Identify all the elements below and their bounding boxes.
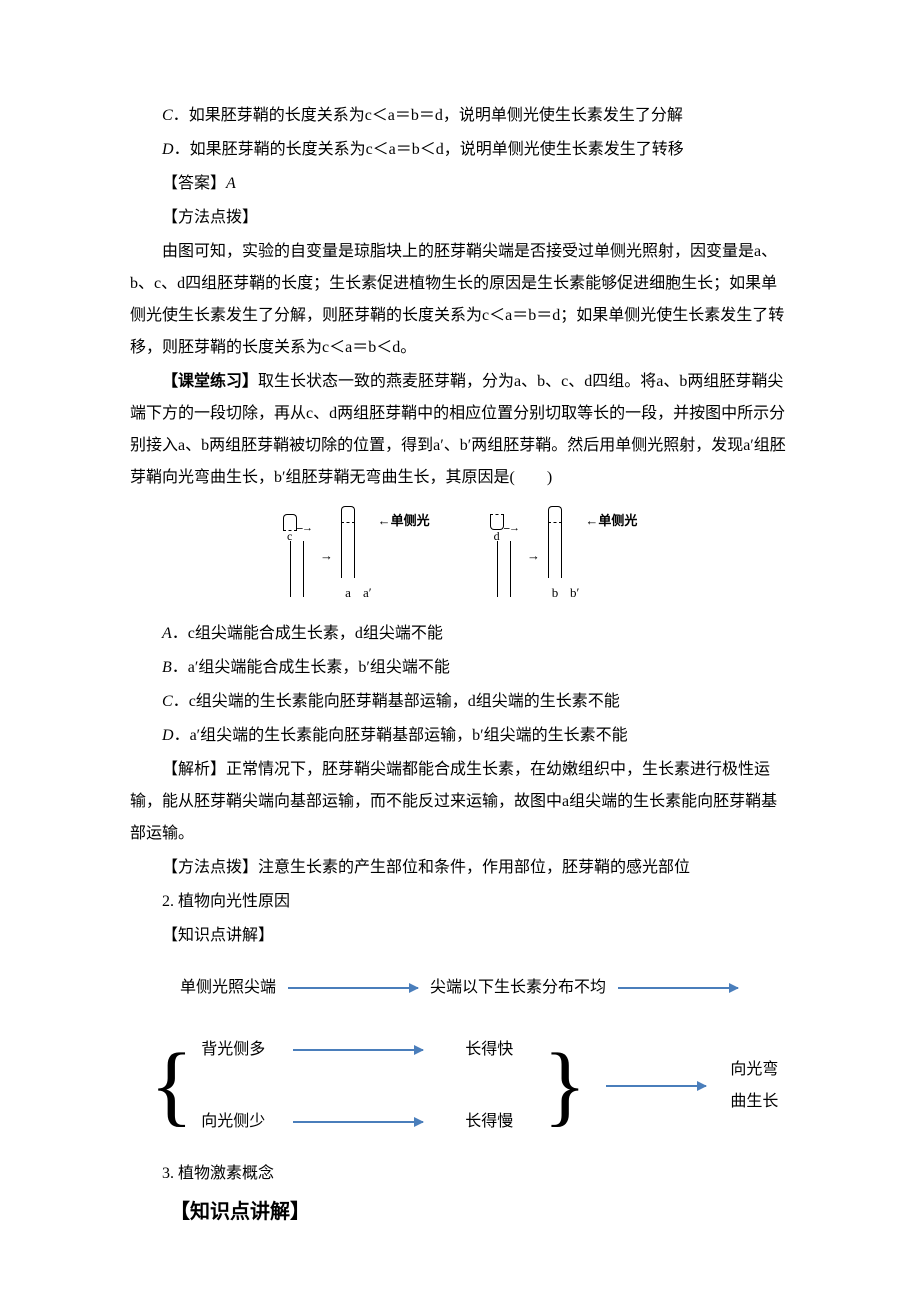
option-c-text: 如果胚芽鞘的长度关系为c＜a＝b＝d，说明单侧光使生长素发生了分解 <box>189 107 683 124</box>
stem-b-icon <box>548 522 562 578</box>
brace-row2-label: 向光侧少 <box>201 1106 281 1138</box>
diagram-left-group: c --→ → a a′ ←单侧光 <box>283 506 430 606</box>
q-option-d2: D．a′组尖端的生长素能向胚芽鞘基部运输，b′组尖端的生长素不能 <box>130 720 790 752</box>
tip-c-icon <box>283 514 297 530</box>
flow-arrow-1 <box>288 987 418 989</box>
stem-a-icon <box>341 522 355 578</box>
q-option-b-text: a′组尖端能合成生长素，b′组尖端不能 <box>188 659 450 676</box>
diagram-source-c: c --→ <box>283 515 312 597</box>
analysis-para: 【解析】正常情况下，胚芽鞘尖端都能合成生长素，在幼嫩组织中，生长素进行极性运输，… <box>130 754 790 850</box>
tip-para: 【方法点拨】注意生长素的产生部位和条件，作用部位，胚芽鞘的感光部位 <box>130 852 790 884</box>
label-bp: b′ <box>570 580 579 606</box>
flow-diagram-1: 单侧光照尖端 尖端以下生长素分布不均 <box>130 972 790 1004</box>
q-option-a: A．c组尖端能合成生长素，d组尖端不能 <box>130 618 790 650</box>
answer-label: 【答案】 <box>162 175 226 192</box>
kp-label-2: 【知识点讲解】 <box>130 1192 790 1232</box>
q-option-c2: C．c组尖端的生长素能向胚芽鞘基部运输，d组尖端的生长素不能 <box>130 686 790 718</box>
option-d-text: 如果胚芽鞘的长度关系为c＜a＝b＜d，说明单侧光使生长素发生了转移 <box>190 141 684 158</box>
brace-row1-result: 长得快 <box>465 1034 535 1066</box>
tip-d-icon <box>490 514 504 530</box>
right-brace-icon: } <box>543 1041 586 1131</box>
analysis-label: 【解析】 <box>162 761 226 778</box>
stem-c-icon <box>290 541 304 597</box>
kp-label: 【知识点讲解】 <box>130 920 790 952</box>
left-brace-icon: { <box>150 1041 193 1131</box>
bracket-diagram: { 背光侧多 长得快 向光侧少 长得慢 } 向光弯曲生长 <box>130 1034 790 1138</box>
q-option-d2-text: a′组尖端的生长素能向胚芽鞘基部运输，b′组尖端的生长素不能 <box>190 727 628 744</box>
answer-line: 【答案】A <box>130 168 790 200</box>
brace-left-content: 背光侧多 长得快 向光侧少 长得慢 <box>201 1034 535 1138</box>
brace-output-arrow <box>606 1085 706 1087</box>
q-option-c2-text: c组尖端的生长素能向胚芽鞘基部运输，d组尖端的生长素不能 <box>189 693 620 710</box>
method-label: 【方法点拨】 <box>162 209 258 226</box>
flow-box-1: 单侧光照尖端 <box>180 972 276 1004</box>
explain-p1: 由图可知，实验的自变量是琼脂块上的胚芽鞘尖端是否接受过单侧光照射，因变量是a、b… <box>130 236 790 364</box>
analysis-body: 正常情况下，胚芽鞘尖端都能合成生长素，在幼嫩组织中，生长素进行极性运输，能从胚芽… <box>130 761 777 842</box>
answer-value: A <box>226 175 236 192</box>
label-a: a <box>345 580 351 606</box>
tip-label: 【方法点拨】 <box>162 859 258 876</box>
brace-row1-label: 背光侧多 <box>201 1034 281 1066</box>
tip-body: 注意生长素的产生部位和条件，作用部位，胚芽鞘的感光部位 <box>258 859 690 876</box>
brace-arrow-1 <box>293 1049 423 1051</box>
q-option-b: B．a′组尖端能合成生长素，b′组尖端不能 <box>130 652 790 684</box>
dash-arrow-icon: --→ <box>297 517 312 539</box>
arrow-right-icon: → <box>320 543 333 569</box>
brace-output: 向光弯曲生长 <box>730 1054 790 1118</box>
diagram-result-a: a <box>341 506 355 606</box>
diagram-right-group: d --→ → b b′ ←单侧光 <box>490 506 638 606</box>
option-d-prefix: D． <box>162 141 190 158</box>
method-label-line: 【方法点拨】 <box>130 202 790 234</box>
section2-title: 2. 植物向光性原因 <box>130 886 790 918</box>
label-b: b <box>552 580 559 606</box>
light-label-right: ←单侧光 <box>585 508 637 534</box>
option-c: C．如果胚芽鞘的长度关系为c＜a＝b＝d，说明单侧光使生长素发生了分解 <box>130 100 790 132</box>
diagram-result-b: b <box>548 506 562 606</box>
light-label-left: ←单侧光 <box>378 508 430 534</box>
option-d: D．如果胚芽鞘的长度关系为c＜a＝b＜d，说明单侧光使生长素发生了转移 <box>130 134 790 166</box>
brace-arrow-2 <box>293 1121 423 1123</box>
brace-row2-result: 长得慢 <box>465 1106 535 1138</box>
q-option-a-text: c组尖端能合成生长素，d组尖端不能 <box>188 625 443 642</box>
exercise-label: 【课堂练习】 <box>162 373 258 390</box>
diagram-source-d: d --→ <box>490 515 519 597</box>
section3-title: 3. 植物激素概念 <box>130 1158 790 1190</box>
exercise-para: 【课堂练习】取生长状态一致的燕麦胚芽鞘，分为a、b、c、d四组。将a、b两组胚芽… <box>130 366 790 494</box>
flow-arrow-2 <box>618 987 738 989</box>
stem-d-icon <box>497 541 511 597</box>
arrow-right-icon-2: → <box>527 543 540 569</box>
coleoptile-diagram: c --→ → a a′ ←单侧光 d --→ <box>130 506 790 606</box>
flow-box-2: 尖端以下生长素分布不均 <box>430 972 606 1004</box>
label-ap: a′ <box>363 580 372 606</box>
option-c-prefix: C． <box>162 107 189 124</box>
tip-a-icon <box>341 506 355 522</box>
dash-arrow-icon-2: --→ <box>504 517 519 539</box>
tip-b-icon <box>548 506 562 522</box>
